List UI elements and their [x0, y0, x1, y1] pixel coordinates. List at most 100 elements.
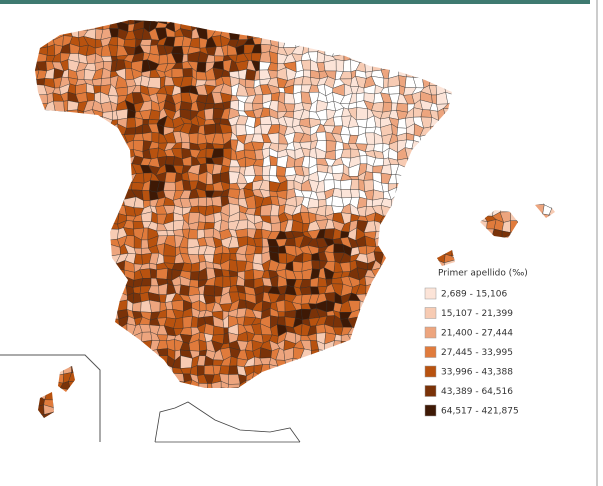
municipality — [99, 349, 111, 361]
municipality — [78, 263, 89, 271]
municipality — [568, 150, 575, 159]
municipality — [395, 46, 405, 57]
municipality — [397, 213, 406, 225]
municipality — [245, 20, 254, 24]
municipality — [525, 164, 535, 173]
municipality — [582, 101, 592, 111]
municipality — [310, 27, 321, 39]
municipality — [454, 399, 463, 407]
municipality — [371, 387, 383, 397]
municipality — [206, 20, 216, 22]
municipality — [491, 237, 503, 249]
municipality — [37, 156, 48, 166]
municipality — [423, 395, 433, 405]
municipality — [503, 53, 513, 64]
municipality — [363, 179, 374, 192]
municipality — [116, 268, 125, 278]
municipality — [412, 37, 424, 46]
municipality — [75, 253, 86, 264]
municipality — [524, 20, 535, 24]
municipality — [84, 189, 95, 201]
municipality — [412, 365, 424, 377]
municipality — [203, 123, 216, 136]
municipality — [91, 179, 102, 191]
municipality — [262, 395, 273, 409]
municipality — [581, 342, 590, 351]
municipality — [343, 59, 352, 73]
municipality — [560, 93, 566, 102]
municipality — [509, 397, 520, 406]
municipality — [141, 239, 149, 249]
municipality — [524, 83, 535, 97]
municipality — [436, 204, 449, 214]
municipality — [323, 396, 337, 407]
municipality — [572, 109, 584, 117]
municipality — [44, 165, 56, 176]
municipality — [36, 340, 48, 351]
municipality — [444, 221, 456, 232]
municipality — [420, 235, 432, 249]
municipality — [60, 252, 73, 262]
municipality — [484, 108, 496, 119]
municipality — [363, 20, 374, 24]
municipality — [548, 276, 555, 286]
municipality — [523, 389, 534, 399]
municipality — [526, 230, 535, 240]
municipality — [283, 388, 293, 401]
municipality — [35, 199, 38, 209]
municipality — [509, 148, 518, 160]
municipality — [323, 364, 335, 375]
municipality — [276, 165, 287, 177]
municipality — [364, 276, 377, 286]
municipality — [267, 414, 278, 418]
municipality — [91, 164, 102, 176]
municipality — [429, 267, 438, 280]
municipality — [515, 148, 525, 160]
municipality — [62, 316, 72, 327]
municipality — [462, 212, 473, 225]
municipality — [35, 108, 41, 121]
municipality — [476, 246, 489, 255]
municipality — [548, 371, 555, 382]
municipality — [422, 173, 432, 182]
municipality — [299, 20, 311, 21]
municipality — [557, 284, 566, 295]
municipality — [475, 35, 487, 47]
municipality — [540, 293, 552, 303]
municipality — [115, 389, 125, 401]
municipality — [75, 147, 86, 159]
municipality — [532, 76, 544, 86]
municipality — [316, 380, 326, 392]
municipality — [269, 51, 278, 64]
municipality — [99, 309, 111, 321]
municipality — [580, 405, 593, 416]
municipality — [83, 323, 96, 333]
municipality — [452, 179, 462, 190]
municipality — [245, 68, 257, 81]
municipality — [340, 340, 353, 352]
municipality — [462, 134, 473, 143]
municipality — [133, 398, 143, 408]
municipality — [331, 355, 344, 369]
municipality — [83, 382, 97, 393]
municipality — [262, 22, 273, 31]
municipality — [549, 259, 555, 272]
municipality — [494, 68, 505, 78]
municipality — [451, 164, 465, 173]
municipality — [323, 371, 335, 381]
municipality — [413, 246, 422, 256]
municipality — [556, 276, 565, 285]
municipality — [492, 155, 502, 168]
municipality — [533, 372, 542, 382]
municipality — [565, 383, 574, 390]
municipality — [564, 351, 575, 358]
municipality — [35, 267, 40, 279]
municipality — [508, 187, 517, 201]
municipality — [68, 381, 79, 393]
municipality — [556, 108, 567, 116]
municipality — [427, 155, 440, 166]
municipality — [421, 420, 430, 432]
municipality — [76, 340, 86, 352]
municipality — [102, 413, 110, 418]
municipality — [117, 163, 128, 177]
